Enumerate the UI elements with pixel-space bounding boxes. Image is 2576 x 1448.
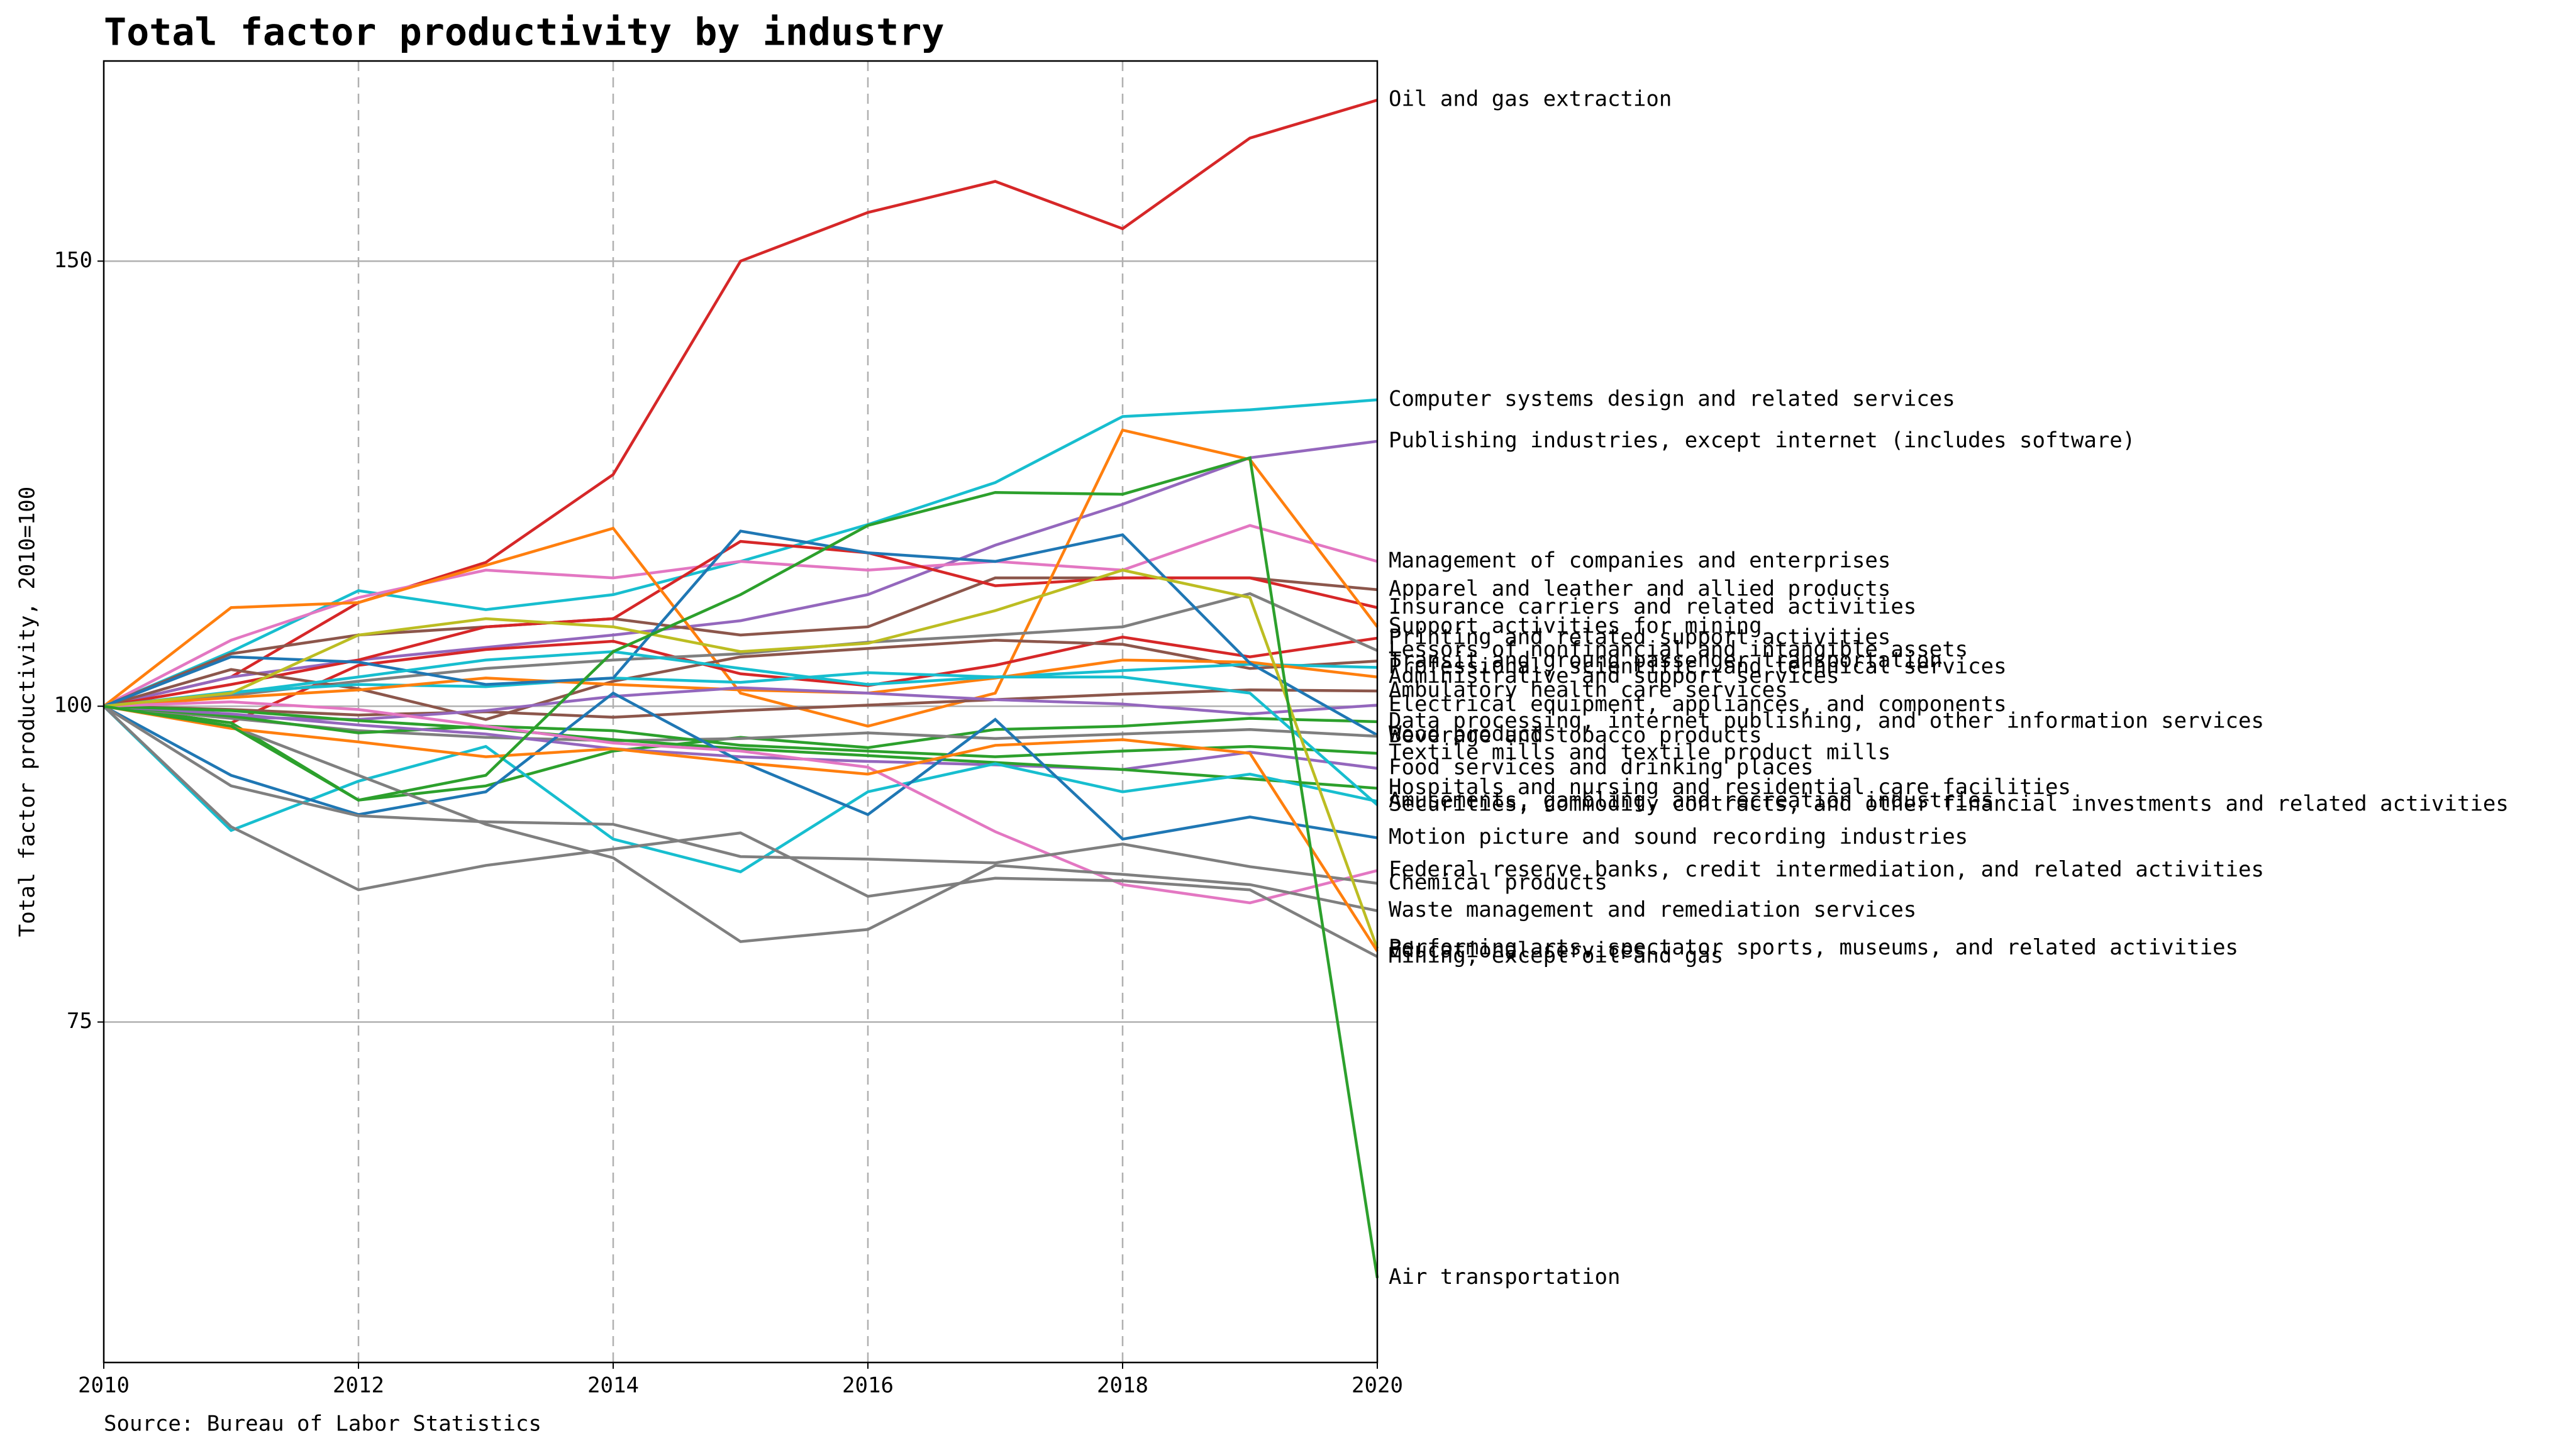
chart-title: Total factor productivity by industry: [104, 11, 945, 55]
series-label: Motion picture and sound recording indus…: [1389, 824, 1968, 849]
x-tick-label: 2018: [1097, 1373, 1148, 1398]
series-line: [103, 524, 1378, 708]
x-tick-label: 2016: [842, 1373, 894, 1398]
source: Source: Bureau of Labor Statistics: [104, 1412, 541, 1437]
series-label: Support activities for mining: [1389, 613, 1762, 638]
series-label: Securities, commodity contracts, and oth…: [1389, 792, 2509, 817]
x-tick-label: 2010: [78, 1373, 130, 1398]
series-line: [103, 99, 1378, 708]
series-line: [103, 704, 1378, 771]
series-label: Performing arts, spectator sports, museu…: [1389, 935, 2238, 960]
series-label: Management of companies and enterprises: [1389, 548, 1890, 573]
series-label: Air transportation: [1389, 1264, 1620, 1290]
series-line: [103, 688, 1378, 719]
series-label: Waste management and remediation service…: [1389, 897, 1916, 922]
series-line: [103, 704, 1378, 790]
y-tick-label: 75: [67, 1009, 92, 1034]
series-line: [103, 705, 1379, 958]
series-label: Lessors of nonfinancial and intangible a…: [1389, 637, 1968, 662]
series-label: Amusements, gambling, and recreation ind…: [1389, 788, 1994, 813]
series-label: Publishing industries, except internet (…: [1389, 428, 2135, 453]
series-label: Textile mills and textile product mills: [1389, 740, 1890, 765]
series-line: [103, 568, 1379, 949]
series-label: Insurance carriers and related activitie…: [1389, 594, 1916, 619]
series-label: Professional, scientific, and technical …: [1389, 654, 2007, 679]
series-label: Mining, except oil and gas: [1389, 943, 1723, 968]
series-line: [103, 705, 1378, 943]
series-line: [103, 439, 1378, 708]
series-label: Chemical products: [1389, 870, 1607, 895]
series-line: [103, 700, 1378, 905]
series-label: Ambulatory health care services: [1389, 677, 1788, 702]
x-tick-label: 2014: [587, 1373, 639, 1398]
series-label: Apparel and leather and allied products: [1389, 576, 1890, 601]
series-line: [103, 658, 1378, 708]
plot-frame: [103, 60, 1379, 1364]
series-label: Oil and gas extraction: [1389, 87, 1672, 112]
series-label: Computer systems design and related serv…: [1389, 386, 1955, 411]
series-label: Beverage and tobacco products: [1389, 723, 1762, 748]
series-label: Hospitals and nursing and residential ca…: [1389, 775, 2071, 800]
series-line: [103, 663, 1378, 708]
series-label: Data processing, internet publishing, an…: [1389, 708, 2264, 733]
y-tick-label: 150: [54, 248, 92, 273]
series-line: [103, 428, 1379, 728]
series-line: [103, 529, 1379, 737]
series-label: Wood products: [1389, 722, 1556, 747]
series-line: [103, 686, 1378, 721]
x-tick-label: 2012: [333, 1373, 384, 1398]
x-tick-label: 2020: [1352, 1373, 1403, 1398]
series-label: Transit and ground passenger transportat…: [1389, 648, 1942, 673]
y-axis-label: Total factor productivity, 2010=100: [15, 487, 40, 937]
series-line: [103, 456, 1379, 1278]
series-line: [103, 705, 1378, 873]
series-label: Educational services: [1389, 937, 1646, 963]
series-label: Administrative and support services: [1389, 663, 1839, 688]
series-line: [103, 650, 1379, 806]
series-line: [103, 635, 1378, 724]
y-tick-label: 100: [54, 693, 92, 718]
series-line: [103, 704, 1378, 758]
series-label: Electrical equipment, appliances, and co…: [1389, 692, 2007, 717]
series-line: [103, 705, 1378, 885]
series-line: [103, 705, 1379, 953]
series-label: Printing and related support activities: [1389, 624, 1890, 649]
series-label: Federal reserve banks, credit intermedia…: [1389, 857, 2264, 882]
series-label: Food services and drinking places: [1389, 754, 1814, 780]
